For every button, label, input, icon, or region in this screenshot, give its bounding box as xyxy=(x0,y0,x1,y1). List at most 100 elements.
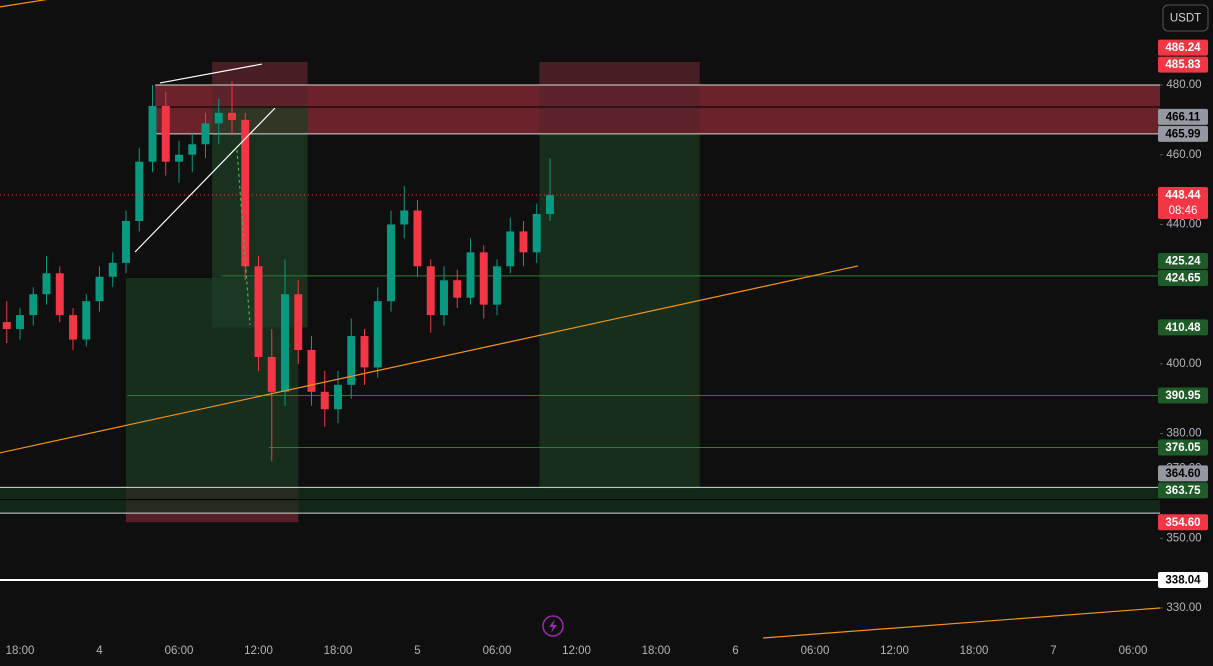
candle-body xyxy=(546,195,554,215)
x-tick-label: 06:00 xyxy=(483,645,512,657)
trendline xyxy=(236,149,251,325)
candle-body xyxy=(400,210,409,225)
trendline xyxy=(134,107,276,253)
price-label-box xyxy=(1158,482,1208,499)
price-label: 376.05 xyxy=(1165,442,1201,454)
candle-body xyxy=(55,273,64,316)
price-label: 425.24 xyxy=(1165,256,1201,268)
x-tick-label: 4 xyxy=(96,645,103,657)
price-label: 465.99 xyxy=(1165,128,1200,140)
x-tick-label: 18:00 xyxy=(6,645,35,657)
candle-body xyxy=(506,231,515,267)
candle-body xyxy=(29,294,38,316)
alert-bolt xyxy=(549,619,557,633)
candle-body xyxy=(479,252,488,305)
candle-body xyxy=(320,391,329,410)
zone xyxy=(212,61,308,107)
price-label-box xyxy=(1158,252,1208,269)
x-tick-label: 5 xyxy=(414,645,420,657)
candle-body xyxy=(148,105,157,162)
candle-body xyxy=(16,315,24,330)
price-label-box xyxy=(1158,387,1208,404)
trendline xyxy=(0,265,859,454)
x-tick-label: 12:00 xyxy=(880,645,909,657)
x-tick-label: 7 xyxy=(1050,645,1056,657)
candle-body xyxy=(161,105,170,162)
candle-body xyxy=(108,262,117,277)
price-label: 424.65 xyxy=(1165,273,1201,285)
price-label-box xyxy=(1158,269,1208,286)
candle-body xyxy=(387,224,395,302)
price-label: 390.95 xyxy=(1165,390,1201,402)
trendline xyxy=(159,63,263,84)
candle-body xyxy=(82,301,91,340)
price-countdown: 08:46 xyxy=(1169,205,1198,217)
x-tick-label: 18:00 xyxy=(324,645,353,657)
x-tick-label: 06:00 xyxy=(801,645,830,657)
price-label-box xyxy=(1158,439,1208,456)
currency-button[interactable] xyxy=(1162,4,1209,32)
price-label: 466.11 xyxy=(1166,111,1201,123)
y-tick-label: 400.00 xyxy=(1166,358,1201,370)
candle-body xyxy=(95,276,104,302)
candle-body xyxy=(360,336,369,368)
price-label-box xyxy=(1158,187,1208,220)
price-label: 354.60 xyxy=(1165,517,1200,529)
x-tick-label: 18:00 xyxy=(642,645,671,657)
candle-body xyxy=(281,294,289,392)
candle-body xyxy=(42,273,51,295)
y-tick-label: 440.00 xyxy=(1166,218,1201,230)
price-label-box xyxy=(1158,514,1208,531)
candle-body xyxy=(493,266,501,305)
y-tick-label: 350.00 xyxy=(1166,532,1201,544)
price-label-box xyxy=(1158,56,1208,73)
candle-body xyxy=(201,123,210,145)
candle-body xyxy=(426,266,435,316)
y-tick-label: 380.00 xyxy=(1166,428,1201,440)
candle-body xyxy=(69,315,77,340)
candle-body xyxy=(175,154,183,162)
candle-body xyxy=(334,384,342,410)
candle-body xyxy=(241,119,250,267)
zone xyxy=(0,487,1160,514)
x-tick-label: 18:00 xyxy=(960,645,989,657)
candle-body xyxy=(188,144,197,155)
candle-body xyxy=(294,294,303,350)
candle-body xyxy=(267,356,276,392)
candle-body xyxy=(440,280,448,316)
y-tick-label: 330.00 xyxy=(1166,602,1201,614)
price-label-box xyxy=(1158,319,1208,336)
price-label-box xyxy=(1158,465,1208,482)
candle-body xyxy=(413,210,422,267)
x-tick-label: 06:00 xyxy=(165,645,194,657)
price-label-box xyxy=(1158,39,1208,56)
currency-text[interactable]: USDT xyxy=(1170,13,1201,25)
candle-body xyxy=(453,280,462,298)
price-label: 364.60 xyxy=(1165,468,1200,480)
candle-body xyxy=(307,349,316,392)
price-label: 363.75 xyxy=(1165,485,1201,497)
price-label: 486.24 xyxy=(1165,42,1201,54)
candle-body xyxy=(228,112,236,120)
candle-body xyxy=(2,322,11,330)
y-tick-label: 480.00 xyxy=(1166,79,1201,91)
candle-body xyxy=(122,220,130,263)
x-tick-label: 06:00 xyxy=(1119,645,1148,657)
price-label-box xyxy=(1158,108,1208,125)
x-tick-label: 12:00 xyxy=(244,645,273,657)
alert-icon[interactable] xyxy=(542,615,564,637)
candle-body xyxy=(373,301,382,368)
price-label: 448.44 xyxy=(1165,190,1201,202)
candle-body xyxy=(466,252,475,298)
price-label-box xyxy=(1158,571,1208,588)
price-label: 410.48 xyxy=(1165,322,1201,334)
zone xyxy=(539,133,700,489)
price-label-box xyxy=(1158,125,1208,142)
candle-body xyxy=(347,336,356,385)
price-label: 485.83 xyxy=(1165,59,1200,71)
x-tick-label: 6 xyxy=(732,645,738,657)
x-tick-label: 12:00 xyxy=(562,645,591,657)
plot-area xyxy=(0,0,1161,639)
candle-body xyxy=(519,231,528,253)
